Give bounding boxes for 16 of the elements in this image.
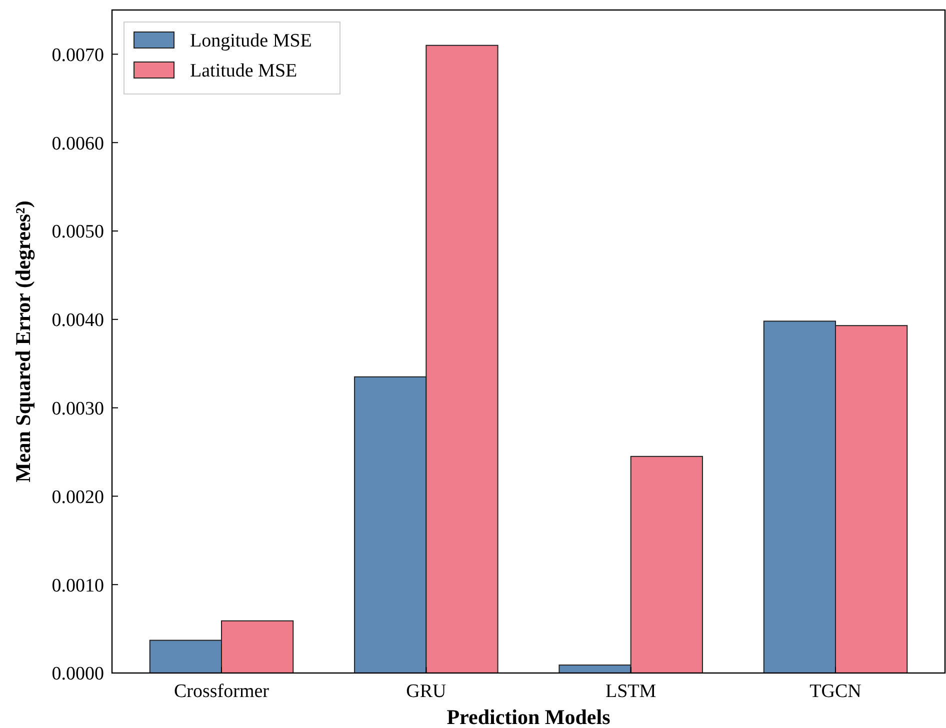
y-tick-label: 0.0050	[52, 222, 104, 243]
y-tick-label: 0.0000	[52, 664, 104, 685]
y-tick-label: 0.0010	[52, 575, 104, 596]
x-tick-label: GRU	[406, 681, 446, 702]
y-tick-label: 0.0020	[52, 486, 104, 508]
y-axis-title: Mean Squared Error (degrees²)	[11, 200, 35, 482]
x-tick-label: Crossformer	[174, 681, 270, 702]
y-tick-label: 0.0070	[52, 44, 104, 66]
x-axis-title: Prediction Models	[446, 705, 610, 728]
legend-label: Longitude MSE	[190, 30, 312, 52]
legend-label: Latitude MSE	[190, 60, 298, 82]
x-tick-label: TGCN	[810, 681, 862, 702]
x-tick-label: LSTM	[605, 681, 656, 702]
y-tick-label: 0.0040	[52, 310, 104, 332]
y-tick-label: 0.0060	[52, 133, 104, 154]
y-tick-label: 0.0030	[52, 398, 104, 420]
